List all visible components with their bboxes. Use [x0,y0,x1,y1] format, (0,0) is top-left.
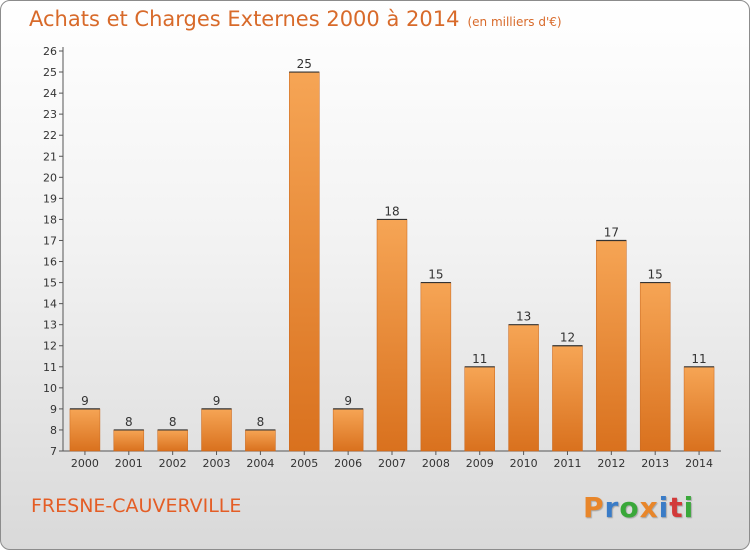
y-tick-label: 19 [43,192,57,205]
y-tick-label: 17 [43,234,57,247]
y-tick-label: 25 [43,66,57,79]
y-tick-label: 22 [43,129,57,142]
y-tick-label: 9 [50,403,57,416]
x-tick-label-2011: 2011 [553,457,581,470]
data-label-2002: 8 [169,415,177,429]
logo-letter: i [658,491,670,524]
chart-title-text: Achats et Charges Externes 2000 à 2014 [29,7,460,31]
chart-subtitle: (en milliers d'€) [467,15,562,29]
data-label-2008: 15 [428,268,443,282]
bar-2011 [552,345,583,452]
x-tick-label-2012: 2012 [597,457,625,470]
x-tick-label-2001: 2001 [115,457,143,470]
chart-bars [69,71,715,452]
bar-2013 [639,282,671,452]
bar-2010 [508,324,539,452]
proxiti-logo[interactable]: Proxiti [583,491,694,524]
x-tick-label-2008: 2008 [422,457,450,470]
x-tick-label-2014: 2014 [685,457,713,470]
chart-axes: 7 8 9 10 11 12 13 14 15 16 17 18 19 20 21 22 23 24 25 26 200… [43,45,721,470]
bar-2004 [245,429,276,452]
data-label-2003: 9 [213,394,221,408]
bar-2007 [376,219,408,452]
commune-name: FRESNE-CAUVERVILLE [31,495,242,517]
x-tick-label-2005: 2005 [290,457,318,470]
logo-letter: t [669,491,684,524]
y-tick-label: 20 [43,171,57,184]
y-tick-label: 13 [43,319,57,332]
bar-2003 [201,408,232,452]
x-tick-label-2000: 2000 [71,457,99,470]
bar-2014 [683,366,715,452]
logo-letter: r [604,491,620,524]
x-tick-label-2004: 2004 [246,457,274,470]
x-tick-label-2013: 2013 [641,457,669,470]
bar-2008 [420,282,452,452]
bar-2001 [113,429,145,452]
bar-2012 [596,240,627,452]
y-tick-label: 24 [43,87,57,100]
logo-letter: x [639,491,659,524]
y-tick-label: 23 [43,108,57,121]
y-tick-label: 16 [43,256,57,269]
y-tick-label: 26 [43,45,57,58]
x-tick-label-2010: 2010 [510,457,538,470]
bar-2000 [69,408,101,452]
logo-letter: i [683,491,695,524]
y-tick-label: 12 [43,340,57,353]
x-tick-label-2007: 2007 [378,457,406,470]
y-tick-label: 7 [50,445,57,458]
x-tick-label-2006: 2006 [334,457,362,470]
logo-letter: o [619,491,640,524]
data-label-2000: 9 [81,394,89,408]
bar-2002 [157,429,188,452]
data-label-2010: 13 [516,310,531,324]
data-label-2013: 15 [648,268,663,282]
y-tick-label: 14 [43,298,57,311]
y-tick-label: 21 [43,150,57,163]
data-label-2001: 8 [125,415,133,429]
y-tick-label: 10 [43,382,57,395]
x-tick-label-2002: 2002 [159,457,187,470]
chart-data-labels: 9 8 8 9 8 25 9 18 15 11 13 12 17 15 11 [81,57,707,429]
data-label-2007: 18 [384,204,399,218]
logo-letter: P [583,491,605,524]
bar-2005 [289,71,320,452]
y-tick-label: 8 [50,424,57,437]
data-label-2014: 11 [691,352,706,366]
data-label-2004: 8 [257,415,265,429]
x-tick-label-2009: 2009 [466,457,494,470]
y-tick-label: 15 [43,277,57,290]
bar-2009 [464,366,495,452]
x-tick-label-2003: 2003 [203,457,231,470]
data-label-2009: 11 [472,352,487,366]
bar-2006 [332,408,364,452]
chart-title: Achats et Charges Externes 2000 à 2014 (e… [29,7,562,31]
y-tick-label: 18 [43,213,57,226]
data-label-2012: 17 [604,225,619,239]
data-label-2006: 9 [344,394,352,408]
data-label-2011: 12 [560,331,575,345]
data-label-2005: 25 [297,57,312,71]
y-tick-label: 11 [43,361,57,374]
